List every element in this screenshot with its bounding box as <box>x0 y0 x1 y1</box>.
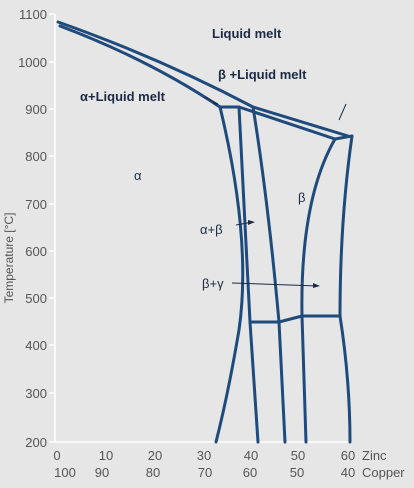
region-liquid-melt: Liquid melt <box>212 26 282 41</box>
x-tick-label-copper: 50 <box>290 465 304 480</box>
y-tick-label: 1000 <box>18 55 47 70</box>
solidus-alpha-line <box>58 24 337 141</box>
y-tick-label: 900 <box>25 102 47 117</box>
y-tick-label: 300 <box>25 386 47 401</box>
beta-gamma-pointer <box>231 282 319 287</box>
x-tick-label-zinc: 30 <box>197 448 211 463</box>
region-beta-gamma: β+γ <box>202 276 224 291</box>
y-axis-title: Temperature [°C] <box>2 213 16 304</box>
region-beta: β <box>298 190 305 205</box>
x-tick-label-copper: 90 <box>95 465 109 480</box>
y-tick-label: 700 <box>25 197 47 212</box>
axes <box>49 13 352 443</box>
alpha-beta-boundary-right <box>251 105 287 444</box>
region-labels: Liquid melt β +Liquid melt α+Liquid melt… <box>80 26 307 291</box>
peritectic-line <box>333 134 354 141</box>
liquidus-line <box>56 20 350 138</box>
x-tick-labels-copper: 100 90 80 70 60 50 40 Copper <box>54 465 405 480</box>
beta-boundary-left <box>300 137 337 444</box>
beta-liquid-pointer <box>338 103 347 121</box>
x-tick-label-copper: 100 <box>54 465 76 480</box>
x-tick-label-copper: 70 <box>198 465 212 480</box>
x-tick-label-zinc: 50 <box>291 448 305 463</box>
arrow-icon <box>313 283 320 288</box>
y-tick-labels: 1100 1000 900 800 700 600 500 400 300 20… <box>18 7 47 450</box>
region-beta-liquid: β +Liquid melt <box>218 67 307 82</box>
x-tick-labels-zinc: 0 10 20 30 40 50 60 Zinc <box>53 448 387 463</box>
alpha-solvus-line <box>214 105 245 444</box>
region-alpha-liquid: α+Liquid melt <box>80 89 166 104</box>
y-tick-label: 1100 <box>19 7 47 22</box>
arrow-icon <box>248 220 255 225</box>
y-tick-label: 600 <box>25 244 47 259</box>
x-tick-label-copper: 40 <box>341 465 355 480</box>
x-unit-zinc: Zinc <box>362 448 387 463</box>
x-tick-label-copper: 80 <box>146 465 160 480</box>
x-tick-label-zinc: 10 <box>99 448 113 463</box>
x-tick-label-copper: 60 <box>243 465 257 480</box>
label-pointers <box>204 96 347 288</box>
region-alpha-beta: α+β <box>200 222 223 237</box>
x-tick-label-zinc: 0 <box>53 448 60 463</box>
arrow-icon <box>212 100 219 105</box>
y-tick-label: 400 <box>25 338 47 353</box>
region-alpha: α <box>134 168 142 183</box>
x-tick-label-zinc: 20 <box>148 448 162 463</box>
x-tick-label-zinc: 60 <box>341 448 355 463</box>
x-unit-copper: Copper <box>362 465 405 480</box>
y-tick-label: 800 <box>25 149 47 164</box>
alpha-beta-boundary-left <box>237 105 260 444</box>
y-tick-label: 200 <box>25 435 47 450</box>
horizontal-eutectoid-line <box>248 314 342 324</box>
phase-boundaries <box>56 20 354 444</box>
x-tick-label-zinc: 40 <box>244 448 258 463</box>
beta-boundary-right <box>338 134 354 444</box>
y-tick-label: 500 <box>25 291 47 306</box>
